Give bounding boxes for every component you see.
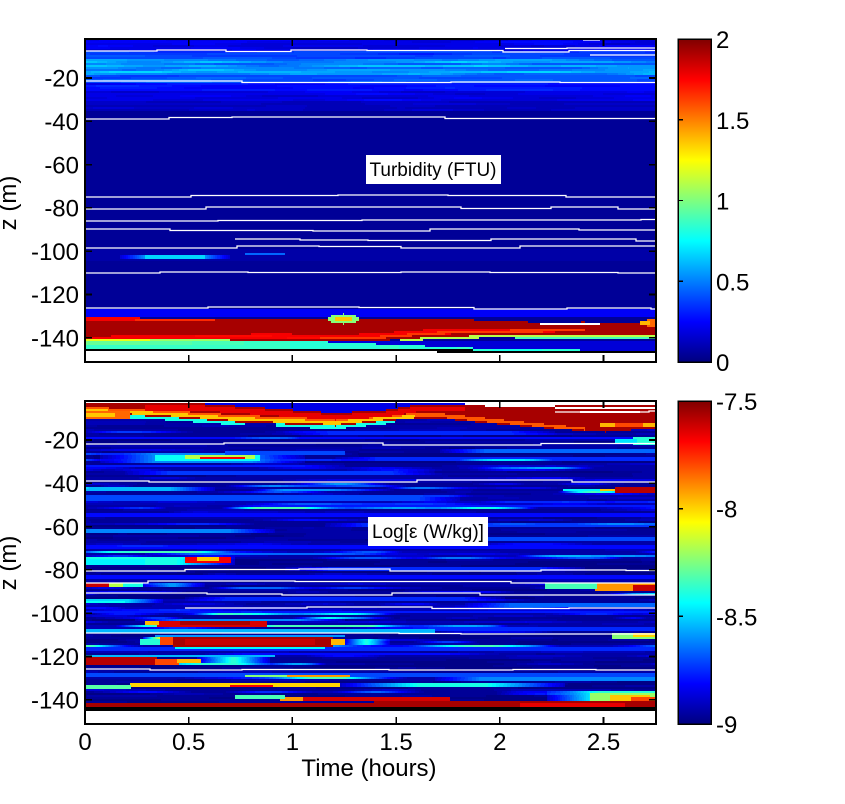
svg-text:0.5: 0.5 — [716, 269, 749, 296]
svg-text:Turbidity (FTU): Turbidity (FTU) — [369, 160, 496, 181]
svg-text:z (m): z (m) — [0, 176, 22, 231]
svg-text:-80: -80 — [44, 196, 79, 223]
svg-text:1.5: 1.5 — [379, 729, 412, 756]
svg-text:-140: -140 — [31, 688, 79, 715]
svg-text:-9: -9 — [716, 712, 737, 739]
svg-text:2: 2 — [716, 27, 729, 54]
svg-text:-20: -20 — [44, 66, 79, 93]
svg-text:2: 2 — [493, 729, 506, 756]
svg-text:-80: -80 — [44, 558, 79, 585]
svg-text:-120: -120 — [31, 282, 79, 309]
svg-text:-100: -100 — [31, 601, 79, 628]
svg-text:z (m): z (m) — [0, 536, 22, 591]
svg-text:1: 1 — [716, 189, 729, 216]
svg-text:-20: -20 — [44, 428, 79, 455]
svg-text:Log[ε (W/kg)]: Log[ε (W/kg)] — [372, 522, 484, 543]
svg-text:-40: -40 — [44, 471, 79, 498]
svg-text:-7.5: -7.5 — [716, 389, 757, 416]
svg-text:1.5: 1.5 — [716, 108, 749, 135]
svg-text:-120: -120 — [31, 644, 79, 671]
svg-text:-40: -40 — [44, 109, 79, 136]
svg-text:1: 1 — [286, 729, 299, 756]
svg-text:-140: -140 — [31, 326, 79, 353]
svg-text:Time (hours): Time (hours) — [301, 755, 436, 782]
svg-text:-8: -8 — [716, 497, 737, 524]
svg-text:0: 0 — [716, 350, 729, 377]
svg-text:-60: -60 — [44, 514, 79, 541]
svg-text:-100: -100 — [31, 239, 79, 266]
svg-text:-8.5: -8.5 — [716, 604, 757, 631]
svg-text:0.5: 0.5 — [172, 729, 205, 756]
svg-text:0: 0 — [78, 729, 91, 756]
svg-text:-60: -60 — [44, 152, 79, 179]
svg-text:2.5: 2.5 — [587, 729, 620, 756]
